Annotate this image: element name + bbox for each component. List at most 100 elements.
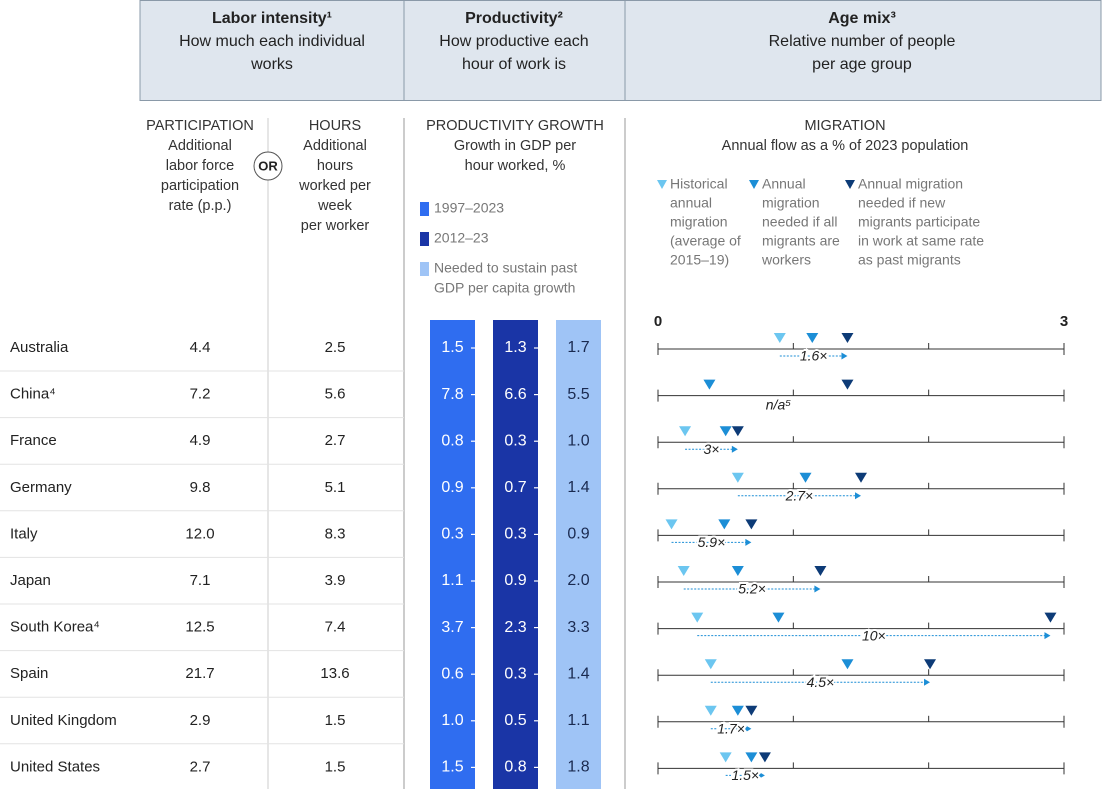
productivity-value: 0.6 <box>441 665 463 682</box>
subheader: MIGRATION <box>804 118 885 134</box>
migration-marker <box>679 426 692 437</box>
arrow-head <box>483 670 488 678</box>
migration-marker <box>745 519 758 530</box>
legend-label: 2015–19) <box>670 252 729 268</box>
subheader: hour worked, % <box>465 158 566 174</box>
column-title: Labor intensity¹ <box>212 10 332 27</box>
hours: 2.5 <box>325 339 346 356</box>
axis-tick-label: 3 <box>1060 313 1068 330</box>
participation: 2.7 <box>190 758 211 775</box>
or-circle <box>253 151 283 181</box>
multiplier-label: 4.5× <box>807 674 835 690</box>
arrow-head <box>483 577 488 585</box>
arrow-head <box>546 577 551 585</box>
migration-marker <box>719 426 732 437</box>
productivity-value: 3.7 <box>441 619 463 636</box>
column-subtitle: hour of work is <box>462 56 566 73</box>
subheader: PARTICIPATION <box>146 118 254 134</box>
migration-marker <box>677 566 690 576</box>
column-title: Age mix³ <box>828 10 896 27</box>
migration-marker <box>773 333 786 343</box>
subheader: participation <box>161 178 239 194</box>
migration-marker <box>703 379 716 390</box>
productivity-value: 1.1 <box>441 572 463 589</box>
migration-marker <box>841 333 854 343</box>
migration-marker <box>745 705 758 716</box>
arrow-head <box>483 530 488 538</box>
migration-marker <box>745 752 758 763</box>
migration-marker <box>731 426 744 437</box>
migration-marker <box>841 659 854 670</box>
productivity-value: 1.4 <box>567 665 589 682</box>
country: United States <box>10 758 100 775</box>
country: Spain <box>10 665 48 682</box>
column-subtitle: How much each individual <box>179 33 365 50</box>
migration-marker <box>719 752 732 763</box>
legend-marker <box>657 180 667 189</box>
participation: 7.2 <box>190 386 211 403</box>
productivity-value: 1.0 <box>567 432 589 449</box>
arrow-head <box>483 391 488 399</box>
arrow-head <box>483 717 488 725</box>
productivity-value: 0.9 <box>567 526 589 543</box>
migration-marker <box>772 612 785 623</box>
multiplier-label: 3× <box>703 441 719 457</box>
productivity-value: 2.3 <box>504 619 526 636</box>
legend-label: as past migrants <box>858 252 961 268</box>
migration-marker <box>665 519 678 530</box>
productivity-value: 0.3 <box>504 665 526 682</box>
productivity-value: 1.7 <box>567 339 589 356</box>
hours: 8.3 <box>325 525 346 542</box>
productivity-value: 1.5 <box>441 759 463 776</box>
legend-label: migrants are <box>762 233 840 249</box>
subheader: Additional <box>168 138 232 154</box>
legend-label: (average of <box>670 233 741 249</box>
migration-marker <box>704 705 717 716</box>
arrow-head <box>546 763 551 771</box>
productivity-value: 1.8 <box>567 759 589 776</box>
arrow-head <box>483 763 488 771</box>
participation: 12.5 <box>185 619 214 636</box>
hours: 5.1 <box>325 479 346 496</box>
hours: 5.6 <box>325 386 346 403</box>
productivity-value: 0.8 <box>504 759 526 776</box>
migration-marker <box>806 333 819 343</box>
multiplier-label: 5.2× <box>738 581 766 597</box>
productivity-value: 0.3 <box>504 526 526 543</box>
multiplier-label: 5.9× <box>698 534 726 550</box>
country: United Kingdom <box>10 712 117 729</box>
subheader: labor force <box>166 158 235 174</box>
productivity-value: 0.3 <box>504 432 526 449</box>
productivity-value: 3.3 <box>567 619 589 636</box>
migration-marker <box>731 705 744 716</box>
subheader: hours <box>317 158 353 174</box>
productivity-value: 0.9 <box>504 572 526 589</box>
arrow-head <box>546 717 551 725</box>
participation: 9.8 <box>190 479 211 496</box>
hours: 1.5 <box>325 758 346 775</box>
multiplier-arrow-head <box>841 352 848 360</box>
multiplier-label: n/a⁵ <box>766 396 791 412</box>
country: France <box>10 432 57 449</box>
migration-marker <box>704 659 717 670</box>
hours: 2.7 <box>325 432 346 449</box>
multiplier-arrow-head <box>924 678 931 686</box>
subheader: worked per <box>298 178 371 194</box>
subheader: Growth in GDP per <box>454 138 576 154</box>
productivity-value: 7.8 <box>441 386 463 403</box>
column-title: Productivity² <box>465 10 563 27</box>
migration-marker <box>758 752 771 763</box>
subheader: Annual flow as a % of 2023 population <box>722 138 969 154</box>
legend-label: 2012–23 <box>434 230 489 246</box>
migration-marker <box>841 379 854 390</box>
productivity-value: 2.0 <box>567 572 589 589</box>
multiplier-label: 1.5× <box>731 767 759 783</box>
migration-marker <box>814 566 827 576</box>
column-subtitle: Relative number of people <box>769 33 956 50</box>
legend-label: 1997–2023 <box>434 200 504 216</box>
axis-tick-label: 0 <box>654 313 662 330</box>
subheader: per worker <box>301 218 370 234</box>
participation: 4.9 <box>190 432 211 449</box>
country: Australia <box>10 339 69 356</box>
hours: 1.5 <box>325 712 346 729</box>
